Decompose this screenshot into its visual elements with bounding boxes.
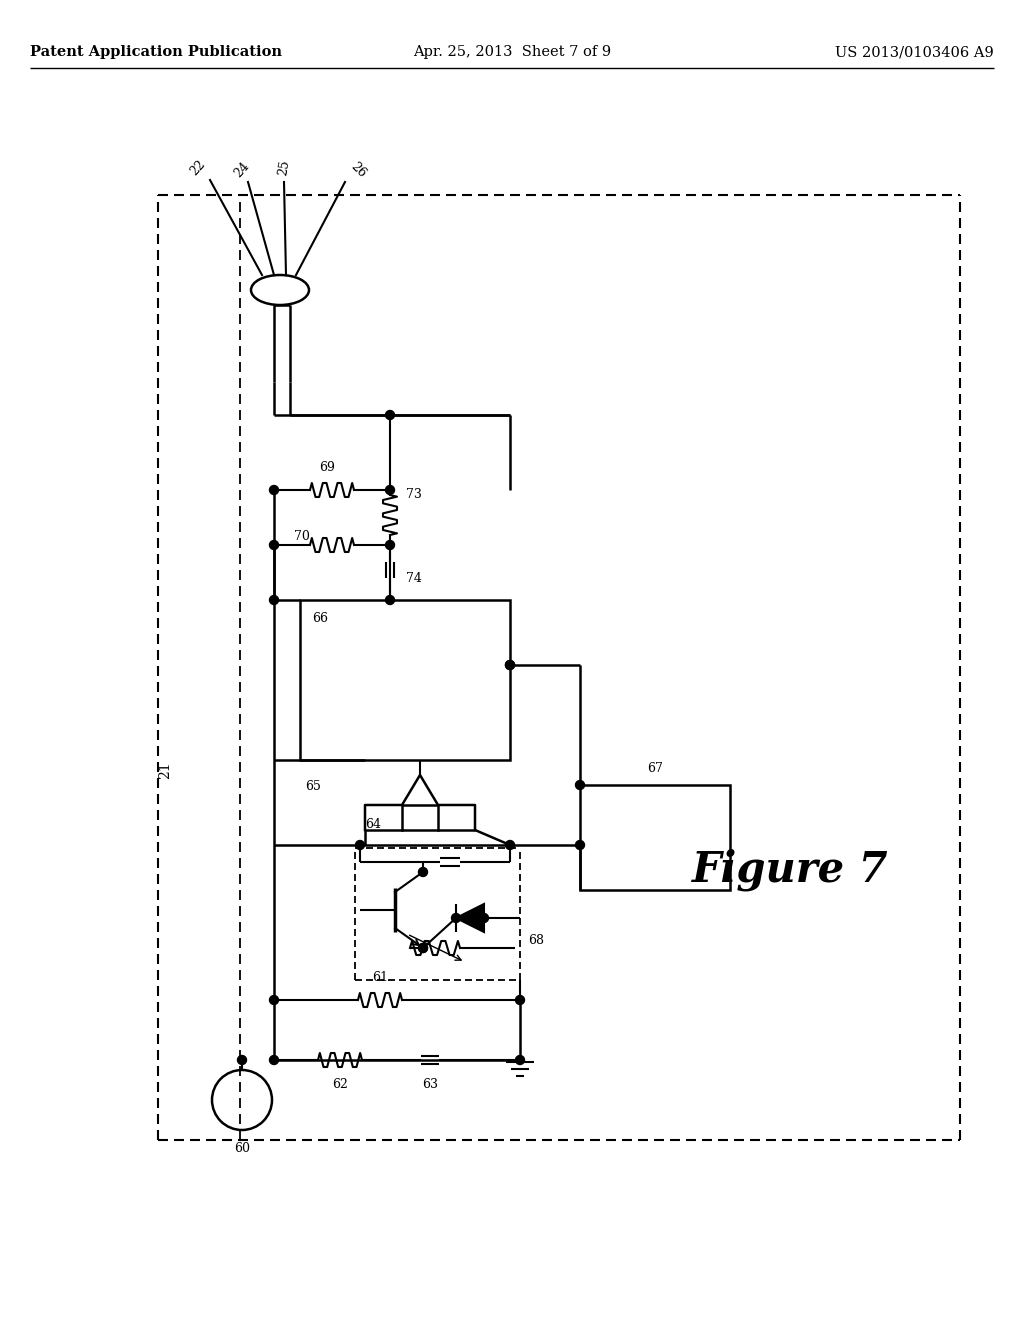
Circle shape <box>506 841 514 850</box>
Text: 63: 63 <box>422 1078 438 1092</box>
Circle shape <box>515 995 524 1005</box>
Text: 65: 65 <box>305 780 321 793</box>
Circle shape <box>269 995 279 1005</box>
Text: Apr. 25, 2013  Sheet 7 of 9: Apr. 25, 2013 Sheet 7 of 9 <box>413 45 611 59</box>
Text: Figure 7: Figure 7 <box>691 849 888 891</box>
Circle shape <box>452 913 461 923</box>
Text: 74: 74 <box>406 572 422 585</box>
Circle shape <box>575 841 585 850</box>
Circle shape <box>269 595 279 605</box>
Circle shape <box>269 486 279 495</box>
Circle shape <box>385 595 394 605</box>
Circle shape <box>419 944 427 953</box>
Text: Patent Application Publication: Patent Application Publication <box>30 45 282 59</box>
Text: 67: 67 <box>647 762 663 775</box>
Text: 64: 64 <box>365 818 381 832</box>
Circle shape <box>269 1056 279 1064</box>
Text: 21: 21 <box>158 762 172 779</box>
Text: US 2013/0103406 A9: US 2013/0103406 A9 <box>836 45 994 59</box>
Circle shape <box>506 660 514 669</box>
Circle shape <box>506 660 514 669</box>
Text: 66: 66 <box>312 612 328 624</box>
Circle shape <box>419 944 427 953</box>
Circle shape <box>479 913 488 923</box>
Text: 69: 69 <box>319 461 335 474</box>
Text: 60: 60 <box>234 1142 250 1155</box>
Circle shape <box>385 540 394 549</box>
Circle shape <box>269 540 279 549</box>
Bar <box>580 785 730 890</box>
Text: 22: 22 <box>187 158 208 178</box>
Polygon shape <box>456 904 484 932</box>
Circle shape <box>355 841 365 850</box>
Text: 70: 70 <box>294 531 310 543</box>
Circle shape <box>238 1056 247 1064</box>
Bar <box>300 601 510 760</box>
Text: 25: 25 <box>276 160 292 177</box>
Text: 24: 24 <box>231 160 252 181</box>
Text: 73: 73 <box>406 488 422 502</box>
Circle shape <box>385 411 394 420</box>
Text: 68: 68 <box>528 933 544 946</box>
Text: 61: 61 <box>372 972 388 983</box>
Circle shape <box>515 1056 524 1064</box>
Circle shape <box>385 486 394 495</box>
Circle shape <box>575 780 585 789</box>
Circle shape <box>419 867 427 876</box>
Text: 62: 62 <box>332 1078 348 1092</box>
Text: 26: 26 <box>348 160 369 181</box>
